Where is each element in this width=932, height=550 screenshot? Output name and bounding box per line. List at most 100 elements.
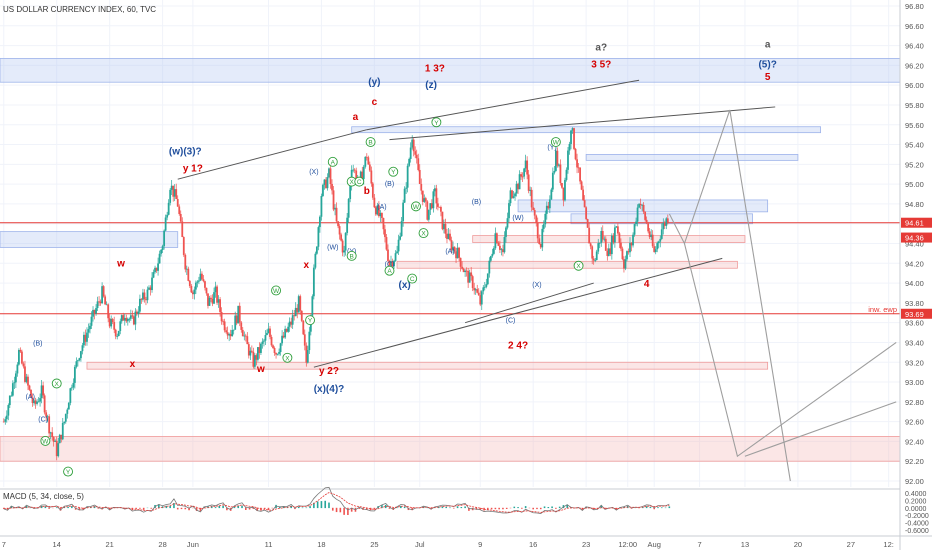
candle-body (607, 248, 610, 256)
macd-histogram-bar (668, 506, 671, 509)
candle-body (458, 247, 460, 258)
macd-histogram-bar (464, 506, 466, 509)
candle-body (347, 199, 350, 218)
candle-body (659, 238, 662, 242)
candle-body (639, 203, 642, 206)
macd-histogram-bar (93, 506, 96, 509)
projection-path[interactable] (668, 109, 791, 482)
macd-histogram-bar (358, 507, 361, 509)
candle-body (219, 299, 221, 312)
trendlines (177, 79, 776, 368)
macd-histogram-bar (524, 506, 527, 509)
level-badge-label: 93.69 (905, 310, 924, 319)
candle-body (331, 183, 333, 191)
macd-histogram-bar (547, 507, 550, 509)
candle-body (329, 168, 332, 184)
candle-body (84, 334, 87, 342)
candle-body (288, 321, 291, 327)
candle-body (635, 221, 637, 225)
candle-body (234, 315, 237, 330)
macd-histogram-bar (441, 506, 444, 509)
candle-body (387, 249, 389, 261)
projection-path[interactable] (683, 243, 897, 458)
candle-body (10, 395, 13, 397)
candle-body (13, 382, 16, 384)
time-tick-label: 14 (53, 540, 61, 549)
price-tick-label: 92.80 (905, 398, 924, 407)
candle-body (485, 284, 488, 287)
circle-label: W (42, 438, 49, 445)
candle-body (139, 298, 141, 312)
candle-body (146, 289, 149, 301)
candle-body (340, 234, 342, 241)
candle-body (641, 204, 644, 206)
candle-body (414, 151, 417, 155)
candle-body (160, 249, 162, 254)
projection-path[interactable] (744, 401, 897, 457)
level-badge-label: 94.61 (905, 219, 924, 228)
candle-body (393, 260, 395, 267)
candle-body (518, 174, 521, 190)
candle-body (120, 315, 123, 322)
candle-body (421, 190, 424, 202)
macd-histogram-bar (604, 507, 606, 510)
trendline[interactable] (313, 257, 723, 368)
candle-body (565, 169, 568, 180)
circle-marker (282, 352, 293, 363)
trendline[interactable] (389, 106, 776, 141)
candle-body (480, 291, 483, 305)
macd-histogram-bar (335, 507, 338, 513)
macd-histogram-bar (105, 507, 107, 509)
candle-body (190, 286, 193, 293)
candle-body (116, 336, 119, 337)
candle-body (544, 213, 547, 225)
candle-body (411, 139, 414, 148)
subwave-label: (B) (33, 340, 42, 347)
candle-body (99, 301, 102, 304)
candle-body (220, 311, 223, 322)
candle-body (45, 412, 48, 417)
candle-body (252, 351, 255, 367)
wave-label: a (765, 40, 771, 51)
candle-body (33, 400, 35, 404)
subwave-label: (C) (506, 318, 516, 325)
candle-body (344, 232, 347, 251)
subwave-label: (Y) (547, 144, 556, 151)
macd-histogram-bar (241, 505, 243, 509)
candle-body (482, 287, 485, 292)
candle-body (110, 318, 113, 327)
candle-body (272, 345, 274, 349)
grid (0, 0, 900, 487)
candle-body (113, 322, 116, 330)
candle-body (188, 280, 191, 287)
trendline[interactable] (464, 282, 594, 324)
candle-body (613, 227, 616, 243)
candle-body (559, 164, 562, 183)
candle-body (173, 189, 176, 197)
macd-histogram-bar (347, 507, 349, 515)
candle-body (63, 421, 66, 423)
candle-body (132, 316, 135, 325)
candle-body (517, 183, 519, 190)
candle-body (471, 276, 474, 289)
candle-body (185, 268, 188, 270)
candle-body (536, 222, 539, 239)
candle-body (554, 150, 557, 171)
macd-histogram-bar (226, 507, 228, 511)
subwave-label: (B) (385, 181, 394, 188)
trendline[interactable] (366, 79, 640, 131)
candle-body (67, 402, 70, 410)
candle-body (435, 188, 438, 204)
trendline[interactable] (177, 129, 367, 180)
price-tick-label: 96.40 (905, 42, 924, 51)
candle-body (476, 289, 479, 293)
candle-body (306, 350, 309, 363)
candle-body (571, 128, 574, 131)
candle-body (311, 296, 314, 316)
candle-body (621, 248, 624, 260)
candle-body (509, 190, 512, 204)
candle-body (80, 351, 82, 359)
price-tick-label: 95.60 (905, 121, 924, 130)
macd-histogram-bar (505, 507, 508, 509)
